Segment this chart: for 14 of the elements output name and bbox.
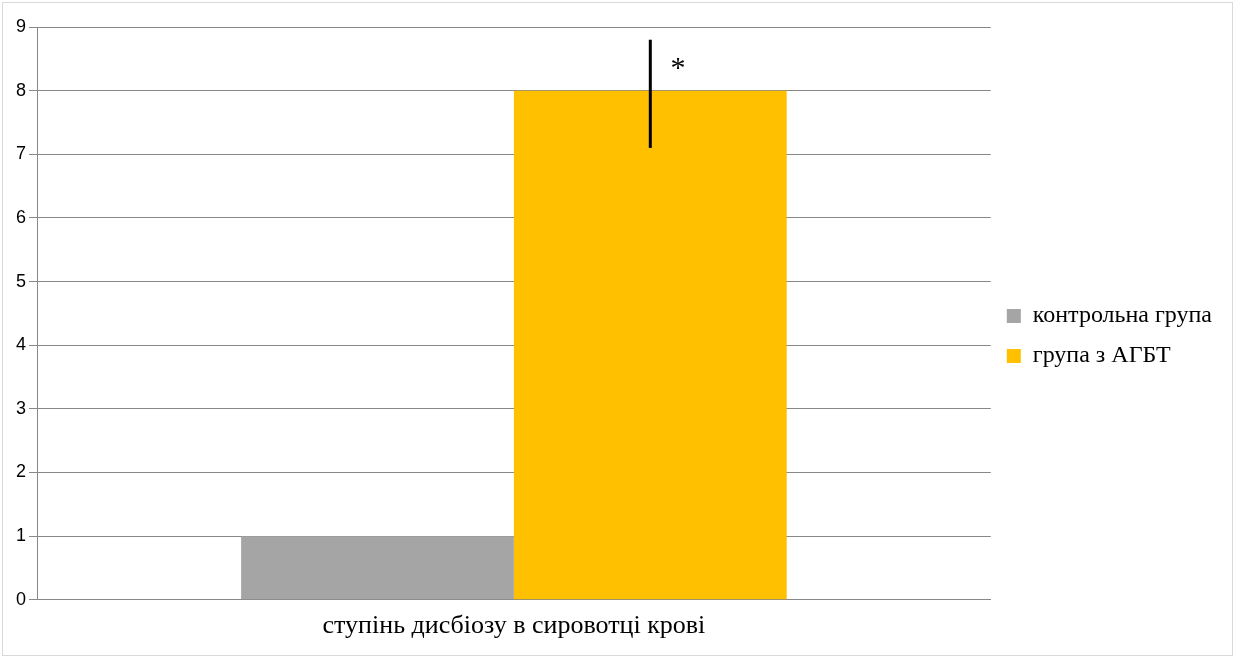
x-tick-label: ступінь дисбіозу в сировотці крові [322,610,706,640]
annotation: * [670,49,686,83]
y-tick-label: 9 [16,15,27,36]
y-tick-label: 0 [16,588,27,609]
y-tick-label: 7 [16,143,27,164]
legend-label: контрольна група [1032,301,1213,328]
y-tick-label: 3 [16,397,27,418]
y-tick-label: 2 [16,461,27,482]
y-tick-label: 1 [16,525,27,546]
legend-label: група з АГБТ [1032,341,1171,368]
y-tick-label: 8 [16,79,27,100]
y-tick-label: 4 [16,334,27,355]
y-tick-label: 5 [16,270,27,291]
y-tick-label: 6 [16,206,27,227]
